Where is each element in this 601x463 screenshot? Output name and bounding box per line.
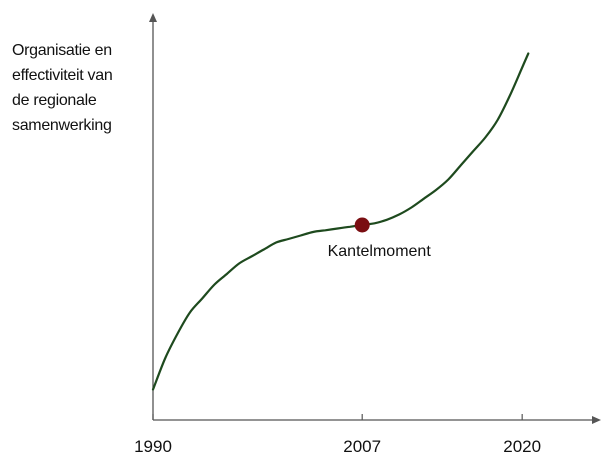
series-lines: [151, 52, 530, 391]
x-axis-arrow: [592, 416, 601, 424]
x-tick-label: 2020: [503, 437, 541, 456]
kantelmoment-label: Kantelmoment: [328, 243, 432, 260]
y-axis-label-line: de regionale: [12, 92, 97, 109]
series-line: [151, 52, 530, 391]
y-axis-label: Organisatie en effectiviteit van de regi…: [12, 38, 152, 138]
x-tick-label: 2007: [343, 437, 381, 456]
y-axis-label-line: samenwerking: [12, 117, 112, 134]
y-axis-label-line: effectiviteit van: [12, 67, 113, 84]
axes: [149, 13, 601, 424]
kantelmoment-marker: [354, 217, 370, 233]
y-axis-arrow: [149, 13, 157, 22]
x-tick-label: 1990: [134, 437, 172, 456]
annotation: Kantelmoment: [328, 217, 432, 260]
x-axis-ticks: 1990 2007 2020: [134, 414, 541, 456]
y-axis-label-line: Organisatie en: [12, 42, 112, 59]
